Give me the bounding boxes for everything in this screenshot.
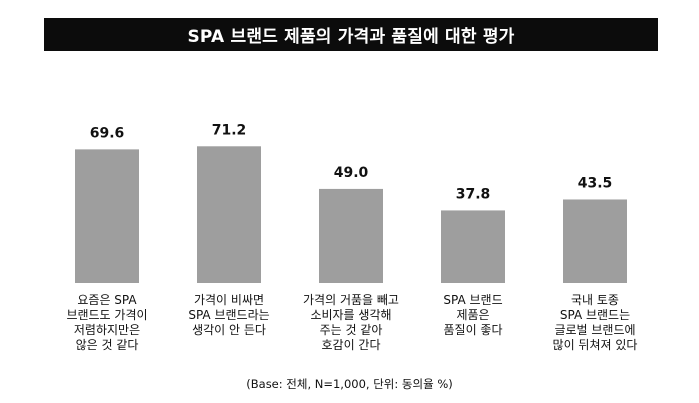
category-label-5: 국내 토종 SPA 브랜드는 글로벌 브랜드에 많이 뒤쳐져 있다 xyxy=(553,293,638,352)
category-label-line: 품질이 좋다 xyxy=(443,323,502,337)
bar-1 xyxy=(75,149,139,283)
value-label-3: 49.0 xyxy=(334,165,369,181)
category-label-line: 생각이 안 든다 xyxy=(192,323,266,337)
value-label-4: 37.8 xyxy=(456,186,491,202)
category-label-3: 가격의 거품을 빼고 소비자를 생각해 주는 것 같아 호감이 간다 xyxy=(303,293,399,352)
chart-title: SPA 브랜드 제품의 가격과 품질에 대한 평가 xyxy=(187,27,515,47)
bar-3 xyxy=(319,188,383,283)
category-label-line: 저렴하지만은 xyxy=(74,323,140,337)
category-label-line: SPA 브랜드라는 xyxy=(188,308,269,322)
value-label-2: 71.2 xyxy=(212,122,247,138)
chart-title-bar: SPA 브랜드 제품의 가격과 품질에 대한 평가 xyxy=(44,18,658,51)
bar-5 xyxy=(563,199,627,283)
category-label-line: 호감이 간다 xyxy=(321,338,380,352)
category-label-line: 않은 것 같다 xyxy=(76,338,139,352)
bar-2 xyxy=(197,146,261,283)
category-label-1: 요즘은 SPA 브랜드도 가격이 저렴하지만은 않은 것 같다 xyxy=(66,293,147,352)
category-label-line: 국내 토종 xyxy=(571,293,619,307)
category-label-line: 요즘은 SPA xyxy=(77,293,137,307)
category-label-line: 소비자를 생각해 xyxy=(310,308,391,322)
category-label-2: 가격이 비싸면 SPA 브랜드라는 생각이 안 든다 xyxy=(188,293,269,337)
category-label-line: 주는 것 같아 xyxy=(320,323,383,337)
category-label-4: SPA 브랜드 제품은 품질이 좋다 xyxy=(443,293,502,337)
category-label-line: 많이 뒤쳐져 있다 xyxy=(553,338,638,352)
chart-footnote: (Base: 전체, N=1,000, 단위: 동의율 %) xyxy=(246,377,453,391)
category-label-line: 가격의 거품을 빼고 xyxy=(303,293,399,307)
value-label-5: 43.5 xyxy=(578,175,613,191)
value-label-1: 69.6 xyxy=(90,125,125,141)
category-label-line: 브랜드도 가격이 xyxy=(66,308,147,322)
category-label-line: 글로벌 브랜드에 xyxy=(554,323,635,337)
category-label-line: 제품은 xyxy=(456,308,489,322)
category-label-line: SPA 브랜드 xyxy=(443,293,502,307)
category-label-line: SPA 브랜드는 xyxy=(560,308,630,322)
bar-4 xyxy=(441,210,505,283)
category-label-line: 가격이 비싸면 xyxy=(194,293,264,307)
